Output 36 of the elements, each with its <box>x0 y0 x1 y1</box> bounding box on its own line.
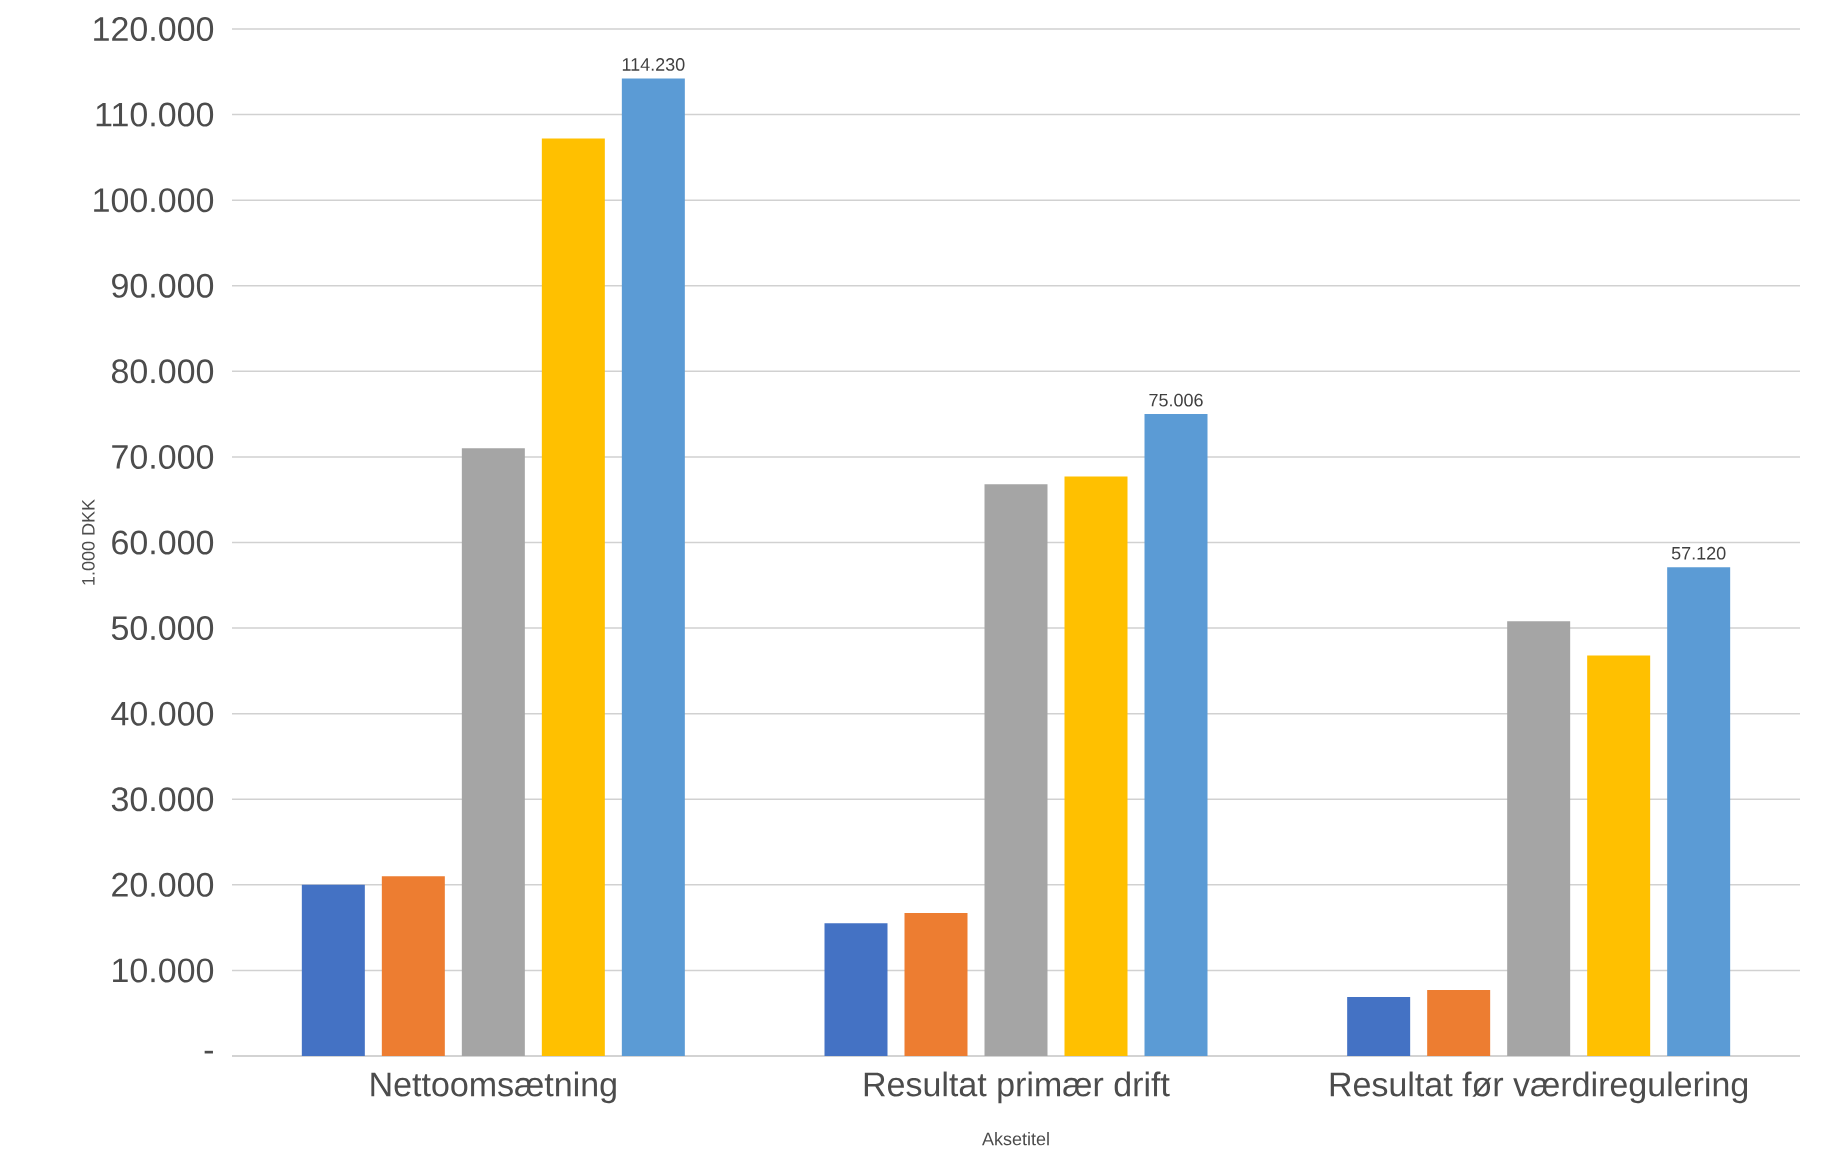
data-label: 114.230 <box>622 58 685 71</box>
bar <box>1427 990 1491 1056</box>
x-axis-title: Aksetitel <box>982 1132 1049 1146</box>
y-tick-label: 70.000 <box>112 444 214 469</box>
bar <box>1667 567 1731 1056</box>
x-tick-label: Nettoomsætning <box>371 1071 616 1104</box>
bar <box>541 138 605 1056</box>
y-tick-label: 10.000 <box>113 958 214 983</box>
bar <box>1507 621 1571 1056</box>
y-axis-title: 1.000 DKK <box>81 499 95 585</box>
y-tick-label: 120.000 <box>94 16 214 42</box>
data-label: 57.120 <box>1671 546 1726 560</box>
bar <box>984 484 1048 1056</box>
bar <box>381 876 445 1056</box>
y-tick-label: 90.000 <box>112 273 214 298</box>
y-tick-label: 80.000 <box>111 359 214 384</box>
bar <box>301 884 365 1056</box>
bar <box>904 913 968 1056</box>
y-tick-label: 30.000 <box>111 787 214 812</box>
bar <box>1144 414 1208 1056</box>
bar <box>1347 996 1411 1056</box>
bar <box>621 78 685 1056</box>
bar <box>1064 476 1128 1056</box>
y-tick-label: 40.000 <box>111 701 214 726</box>
y-tick-label: 100.000 <box>94 188 214 213</box>
bar <box>824 923 888 1056</box>
x-tick-label: Resultat før værdiregulering <box>1330 1071 1748 1104</box>
y-tick-label: - <box>204 1050 213 1054</box>
y-tick-label: 110.000 <box>96 102 214 127</box>
bar <box>1587 655 1651 1056</box>
x-tick-label: Resultat primær drift <box>864 1071 1170 1104</box>
bar <box>461 448 525 1056</box>
y-tick-label: 50.000 <box>111 616 214 641</box>
y-tick-label: 60.000 <box>112 530 214 555</box>
y-tick-label: 20.000 <box>112 872 214 897</box>
data-label: 75.006 <box>1149 393 1203 407</box>
